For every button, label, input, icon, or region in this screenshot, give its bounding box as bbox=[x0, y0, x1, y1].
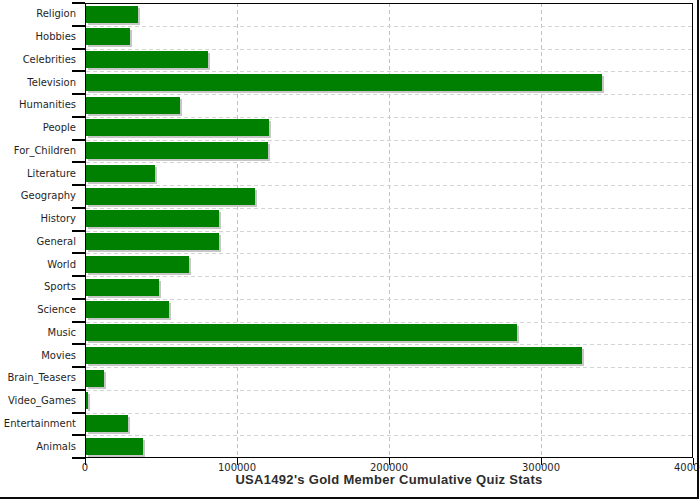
image-border-right bbox=[697, 0, 699, 498]
bar-history bbox=[86, 210, 219, 227]
horizontal-gridline bbox=[86, 299, 692, 300]
y-axis-tick bbox=[72, 93, 85, 95]
category-label: Video_Games bbox=[0, 395, 76, 407]
quiz-stats-bar-chart: Religion Hobbies Celebrities Television Huma… bbox=[0, 0, 700, 500]
horizontal-gridline bbox=[86, 231, 692, 232]
horizontal-gridline bbox=[86, 162, 692, 163]
y-axis-tick bbox=[72, 366, 85, 368]
y-axis-tick bbox=[72, 161, 85, 163]
y-axis-tick bbox=[72, 389, 85, 391]
y-axis-tick bbox=[72, 139, 85, 141]
bar-hobbies bbox=[86, 28, 130, 45]
chart-title: USA1492's Gold Member Cumulative Quiz St… bbox=[85, 472, 693, 487]
y-axis-tick bbox=[72, 184, 85, 186]
horizontal-gridline bbox=[86, 367, 692, 368]
category-label: Sports bbox=[0, 281, 76, 293]
category-label: Movies bbox=[0, 350, 76, 362]
category-label: Entertainment bbox=[0, 418, 76, 430]
category-label: Geography bbox=[0, 190, 76, 202]
category-label: Hobbies bbox=[0, 31, 76, 43]
y-axis-tick bbox=[72, 48, 85, 50]
horizontal-gridline bbox=[86, 413, 692, 414]
horizontal-gridline bbox=[86, 253, 692, 254]
category-label: World bbox=[0, 259, 76, 271]
bar-brain_teasers bbox=[86, 370, 104, 387]
bar-sports bbox=[86, 279, 159, 296]
image-border-bottom bbox=[0, 497, 699, 499]
bar-animals bbox=[86, 438, 143, 455]
category-label: Television bbox=[0, 77, 76, 89]
horizontal-gridline bbox=[86, 140, 692, 141]
bar-for_children bbox=[86, 142, 268, 159]
category-label: General bbox=[0, 236, 76, 248]
horizontal-gridline bbox=[86, 322, 692, 323]
horizontal-gridline bbox=[86, 208, 692, 209]
y-axis-tick bbox=[72, 298, 85, 300]
bar-humanities bbox=[86, 97, 180, 114]
y-axis-tick bbox=[72, 275, 85, 277]
bar-literature bbox=[86, 165, 155, 182]
category-label: Animals bbox=[0, 441, 76, 453]
y-axis-tick bbox=[72, 230, 85, 232]
bar-celebrities bbox=[86, 51, 208, 68]
category-label: People bbox=[0, 122, 76, 134]
category-label: Brain_Teasers bbox=[0, 372, 76, 384]
bar-movies bbox=[86, 347, 582, 364]
y-axis-tick bbox=[72, 70, 85, 72]
y-axis-tick bbox=[72, 343, 85, 345]
category-label: Literature bbox=[0, 168, 76, 180]
bar-video_games bbox=[86, 392, 88, 409]
bar-television bbox=[86, 74, 602, 91]
horizontal-gridline bbox=[86, 94, 692, 95]
y-axis-tick bbox=[72, 457, 85, 459]
bar-music bbox=[86, 324, 517, 341]
category-label: Celebrities bbox=[0, 54, 76, 66]
category-label: Science bbox=[0, 304, 76, 316]
horizontal-gridline bbox=[86, 276, 692, 277]
horizontal-gridline bbox=[86, 185, 692, 186]
y-axis-tick bbox=[72, 2, 85, 4]
y-axis-tick bbox=[72, 116, 85, 118]
bar-geography bbox=[86, 188, 255, 205]
category-label: For_Children bbox=[0, 145, 76, 157]
category-label: Humanities bbox=[0, 99, 76, 111]
horizontal-gridline bbox=[86, 344, 692, 345]
horizontal-gridline bbox=[86, 49, 692, 50]
horizontal-gridline bbox=[86, 390, 692, 391]
bar-general bbox=[86, 233, 219, 250]
bar-science bbox=[86, 301, 169, 318]
horizontal-gridline bbox=[86, 26, 692, 27]
bar-religion bbox=[86, 6, 138, 23]
bar-world bbox=[86, 256, 189, 273]
horizontal-gridline bbox=[86, 435, 692, 436]
horizontal-gridline bbox=[86, 71, 692, 72]
category-label: Music bbox=[0, 327, 76, 339]
category-label: Religion bbox=[0, 8, 76, 20]
y-axis-tick bbox=[72, 434, 85, 436]
y-axis-tick bbox=[72, 25, 85, 27]
y-axis-tick bbox=[72, 412, 85, 414]
horizontal-gridline bbox=[86, 117, 692, 118]
bar-entertainment bbox=[86, 415, 128, 432]
y-axis-tick bbox=[72, 207, 85, 209]
category-label: History bbox=[0, 213, 76, 225]
bar-people bbox=[86, 119, 269, 136]
y-axis-tick bbox=[72, 321, 85, 323]
y-axis-tick bbox=[72, 252, 85, 254]
